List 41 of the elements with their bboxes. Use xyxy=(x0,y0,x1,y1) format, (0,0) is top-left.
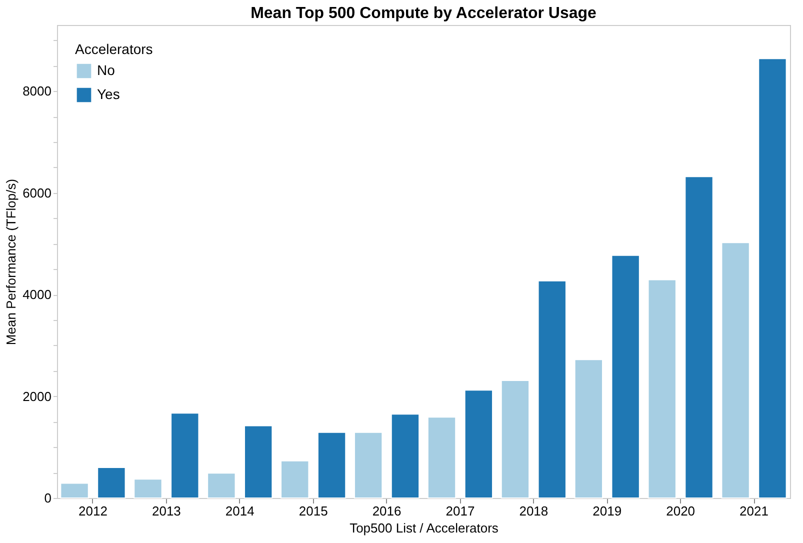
y-tick-label: 2000 xyxy=(22,388,52,404)
x-tick-label: 2017 xyxy=(446,504,475,518)
bar xyxy=(390,414,420,498)
x-tick-label: 2020 xyxy=(666,504,696,518)
bar xyxy=(500,380,530,498)
x-tick-label: 2016 xyxy=(372,504,402,518)
bar xyxy=(611,254,640,498)
bar xyxy=(648,279,676,498)
bar xyxy=(758,58,787,498)
bar xyxy=(244,425,273,498)
bar xyxy=(574,359,604,498)
bar xyxy=(60,482,89,498)
legend-label: Yes xyxy=(97,86,120,102)
x-tick-label: 2021 xyxy=(740,504,768,518)
bar xyxy=(354,432,383,498)
x-tick-label: 2018 xyxy=(519,504,548,518)
bar xyxy=(97,466,126,498)
x-tick-label: 2014 xyxy=(225,504,254,518)
y-tick-label: 8000 xyxy=(22,84,52,99)
bar xyxy=(280,460,310,498)
x-tick-label: 2012 xyxy=(78,504,108,518)
legend-title: Accelerators xyxy=(75,41,153,57)
x-axis-title: Top500 List / Accelerators xyxy=(350,520,499,536)
bar xyxy=(721,242,750,498)
bar xyxy=(317,432,346,498)
legend-label: No xyxy=(97,62,116,78)
y-tick-label: 4000 xyxy=(22,287,52,302)
y-tick-label: 6000 xyxy=(22,185,52,200)
x-tick-label: 2019 xyxy=(592,504,622,518)
y-tick-label: 0 xyxy=(44,490,52,506)
bar xyxy=(170,412,200,498)
bar xyxy=(538,280,566,498)
chart-title: Mean Top 500 Compute by Accelerator Usage xyxy=(250,5,597,22)
x-tick-label: 2013 xyxy=(152,504,181,518)
bar xyxy=(207,472,236,498)
bar xyxy=(684,176,714,498)
x-tick-label: 2015 xyxy=(298,504,328,518)
bar xyxy=(427,416,456,498)
bar xyxy=(464,390,494,498)
y-axis-title: Mean Performance (TFlop/s) xyxy=(4,178,19,346)
bar xyxy=(134,478,162,498)
